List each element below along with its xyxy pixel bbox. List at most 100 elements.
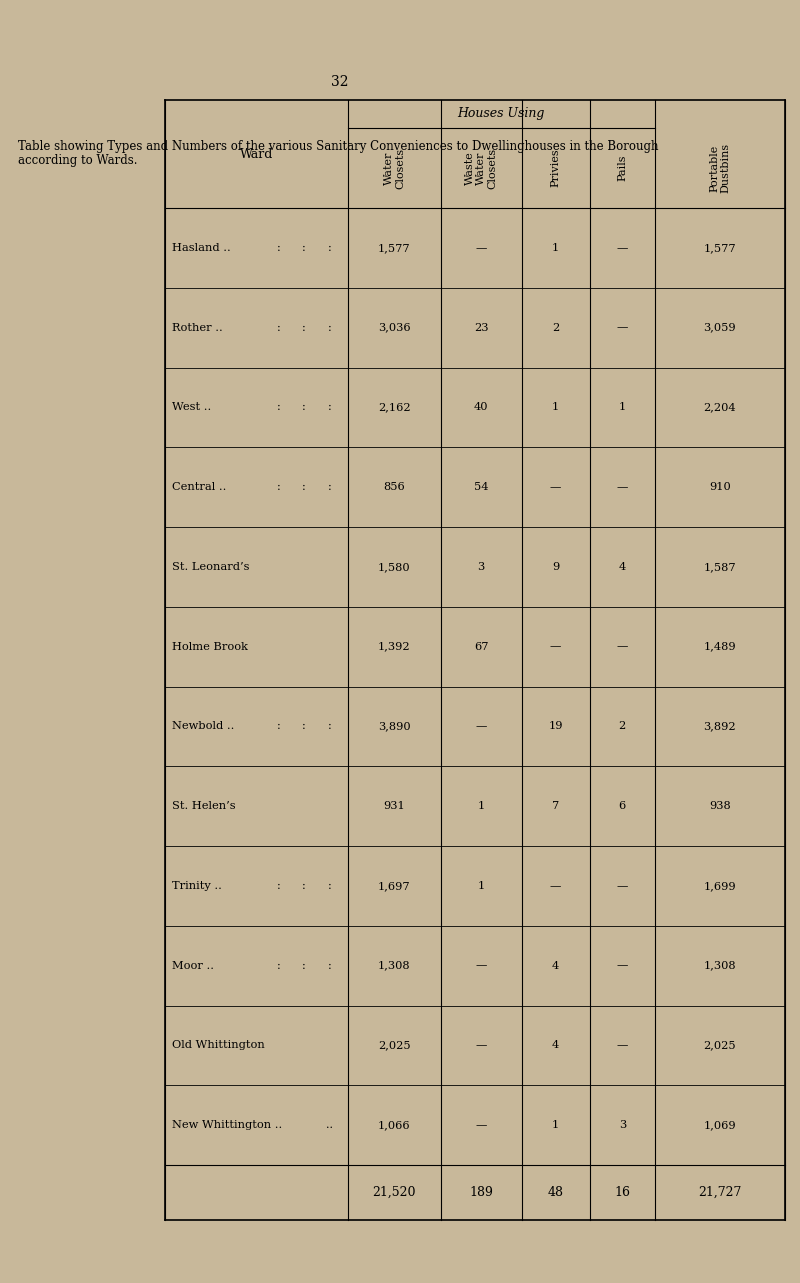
Text: :: : [302, 881, 306, 890]
Text: according to Wards.: according to Wards. [18, 154, 138, 167]
Text: 1: 1 [552, 1120, 559, 1130]
Text: 2,025: 2,025 [378, 1041, 410, 1051]
Text: 1,308: 1,308 [378, 961, 410, 971]
Text: 1: 1 [618, 403, 626, 412]
Text: 3: 3 [478, 562, 485, 572]
Text: 1,577: 1,577 [378, 242, 410, 253]
Text: Table showing Types and Numbers of the various Sanitary Conveniences to Dwelling: Table showing Types and Numbers of the v… [18, 140, 658, 153]
Text: 1,580: 1,580 [378, 562, 410, 572]
Text: —: — [550, 642, 562, 652]
Text: 3,892: 3,892 [703, 721, 736, 731]
Text: 1,392: 1,392 [378, 642, 410, 652]
Text: :: : [328, 242, 331, 253]
Text: 2: 2 [618, 721, 626, 731]
Text: 2,204: 2,204 [703, 403, 736, 412]
Text: 910: 910 [709, 482, 730, 493]
Text: :: : [302, 322, 306, 332]
Text: ..: .. [326, 1120, 333, 1130]
Text: :: : [277, 242, 280, 253]
Text: 2: 2 [552, 322, 559, 332]
Text: Houses Using: Houses Using [458, 108, 545, 121]
Text: —: — [550, 482, 562, 493]
Text: Waste
Water
Closets: Waste Water Closets [465, 148, 498, 189]
Text: :: : [328, 961, 331, 971]
Text: :: : [302, 403, 306, 412]
Text: Trinity ..: Trinity .. [172, 881, 222, 890]
Text: Newbold ..: Newbold .. [172, 721, 234, 731]
Text: 21,520: 21,520 [373, 1185, 416, 1200]
Text: 1,069: 1,069 [703, 1120, 736, 1130]
Text: Portable
Dustbins: Portable Dustbins [709, 142, 730, 192]
Text: 1,489: 1,489 [703, 642, 736, 652]
Text: 7: 7 [552, 801, 559, 811]
Text: 67: 67 [474, 642, 489, 652]
Text: :: : [277, 961, 280, 971]
Text: 3,890: 3,890 [378, 721, 410, 731]
Text: Pails: Pails [618, 155, 627, 181]
Text: 4: 4 [552, 1041, 559, 1051]
Text: 3: 3 [618, 1120, 626, 1130]
Text: 19: 19 [548, 721, 563, 731]
Text: 3,036: 3,036 [378, 322, 410, 332]
Text: 21,727: 21,727 [698, 1185, 742, 1200]
Text: —: — [617, 961, 628, 971]
Text: :: : [277, 403, 280, 412]
Text: —: — [617, 642, 628, 652]
Text: St. Leonard’s: St. Leonard’s [172, 562, 250, 572]
Text: 1,577: 1,577 [703, 242, 736, 253]
Text: 1,697: 1,697 [378, 881, 410, 890]
Text: 48: 48 [547, 1185, 563, 1200]
Text: 16: 16 [614, 1185, 630, 1200]
Text: 2,162: 2,162 [378, 403, 410, 412]
Text: Ward: Ward [240, 148, 273, 160]
Text: 1: 1 [478, 881, 485, 890]
Text: —: — [617, 322, 628, 332]
Text: 1,587: 1,587 [703, 562, 736, 572]
Text: —: — [617, 482, 628, 493]
Text: :: : [277, 322, 280, 332]
Text: 1: 1 [552, 242, 559, 253]
Text: —: — [617, 242, 628, 253]
Text: :: : [277, 881, 280, 890]
Text: Rother ..: Rother .. [172, 322, 222, 332]
Text: New Whittington ..: New Whittington .. [172, 1120, 282, 1130]
Text: 32: 32 [331, 74, 349, 89]
Text: —: — [475, 961, 487, 971]
Text: St. Helen’s: St. Helen’s [172, 801, 236, 811]
Text: :: : [277, 721, 280, 731]
Text: 4: 4 [552, 961, 559, 971]
Text: Holme Brook: Holme Brook [172, 642, 248, 652]
Text: Old Whittington: Old Whittington [172, 1041, 265, 1051]
Text: —: — [475, 1120, 487, 1130]
Text: Hasland ..: Hasland .. [172, 242, 230, 253]
Text: 856: 856 [383, 482, 406, 493]
Text: 54: 54 [474, 482, 489, 493]
Text: —: — [617, 881, 628, 890]
Text: :: : [328, 322, 331, 332]
Text: 1,066: 1,066 [378, 1120, 410, 1130]
Text: 189: 189 [470, 1185, 493, 1200]
Text: —: — [550, 881, 562, 890]
Text: —: — [617, 1041, 628, 1051]
Text: —: — [475, 721, 487, 731]
Text: 1,308: 1,308 [703, 961, 736, 971]
Text: Privies: Privies [550, 149, 561, 187]
Text: —: — [475, 242, 487, 253]
Text: :: : [302, 482, 306, 493]
Text: 938: 938 [709, 801, 730, 811]
Text: 23: 23 [474, 322, 489, 332]
Text: Central ..: Central .. [172, 482, 226, 493]
Text: 9: 9 [552, 562, 559, 572]
Text: 6: 6 [618, 801, 626, 811]
Text: :: : [328, 881, 331, 890]
Text: 40: 40 [474, 403, 489, 412]
Text: 931: 931 [383, 801, 406, 811]
Text: :: : [328, 403, 331, 412]
Text: :: : [302, 242, 306, 253]
Text: 4: 4 [618, 562, 626, 572]
Text: 3,059: 3,059 [703, 322, 736, 332]
Text: :: : [302, 721, 306, 731]
Text: —: — [475, 1041, 487, 1051]
Text: 1: 1 [552, 403, 559, 412]
Text: 2,025: 2,025 [703, 1041, 736, 1051]
